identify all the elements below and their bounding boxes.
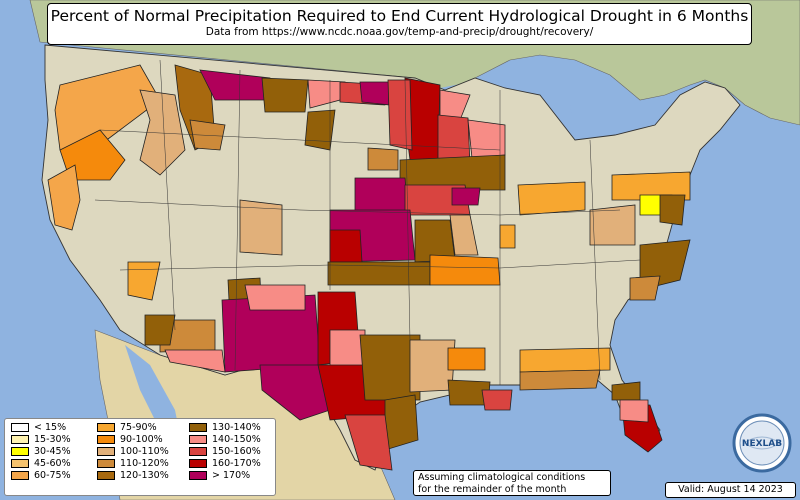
region-nd-east xyxy=(359,81,393,106)
legend-label: 140-150% xyxy=(212,434,261,445)
legend-item: 100-110% xyxy=(97,446,169,458)
legend-swatch xyxy=(11,459,29,468)
region-south-texas xyxy=(344,414,393,471)
legend-swatch xyxy=(97,423,115,432)
legend-item: 130-140% xyxy=(189,422,261,434)
state-lines xyxy=(94,59,641,385)
note-line-2: for the remainder of the month xyxy=(418,484,567,495)
legend-label: 90-100% xyxy=(120,434,163,445)
region-pennsylvania xyxy=(611,171,691,201)
legend-label: 60-75% xyxy=(34,470,71,481)
legend-label: > 170% xyxy=(212,470,251,481)
legend-item: 120-130% xyxy=(97,470,169,482)
legend-item: 60-75% xyxy=(11,470,71,482)
assumption-note: Assuming climatological conditions for t… xyxy=(413,470,611,496)
region-south-dakota xyxy=(304,109,336,151)
region-eastern-montana xyxy=(261,77,309,113)
legend-swatch xyxy=(97,471,115,480)
legend-item: 90-100% xyxy=(97,434,169,446)
region-nm-north xyxy=(244,284,306,311)
region-arkansas-north xyxy=(429,254,501,286)
legend-swatch xyxy=(97,459,115,468)
region-illinois-south xyxy=(449,214,479,256)
region-louisiana-coast xyxy=(481,389,513,411)
region-california-coast xyxy=(47,164,81,231)
legend-item: 110-120% xyxy=(97,458,169,470)
legend-label: 160-170% xyxy=(212,458,261,469)
legend-label: 110-120% xyxy=(120,458,169,469)
legend-item: 160-170% xyxy=(189,458,261,470)
drought-regions xyxy=(47,64,691,471)
title-box: Percent of Normal Precipitation Required… xyxy=(47,3,752,45)
region-indiana-strip xyxy=(499,224,516,249)
region-colorado-east xyxy=(239,199,283,256)
region-ohio-valley xyxy=(517,181,586,216)
legend-swatch xyxy=(189,447,207,456)
region-west-texas xyxy=(259,364,331,421)
legend-label: 150-160% xyxy=(212,446,261,457)
legend: < 15% 15-30% 30-45% 45-60% 60-75% 75-90%… xyxy=(4,418,276,496)
legend-column-3: 130-140% 140-150% 150-160% 160-170% > 17… xyxy=(189,422,261,482)
region-iowa-east xyxy=(451,187,481,206)
region-nebraska xyxy=(354,177,409,216)
legend-label: 45-60% xyxy=(34,458,71,469)
legend-swatch xyxy=(11,423,29,432)
logo-text: NEXLAB xyxy=(742,439,782,449)
map-title: Percent of Normal Precipitation Required… xyxy=(50,7,749,25)
region-minnesota-west xyxy=(387,79,413,151)
legend-column-2: 75-90% 90-100% 100-110% 110-120% 120-130… xyxy=(97,422,169,482)
legend-swatch xyxy=(189,471,207,480)
legend-item: > 170% xyxy=(189,470,261,482)
legend-item: 140-150% xyxy=(189,434,261,446)
note-line-1: Assuming climatological conditions xyxy=(418,472,586,483)
legend-item: 15-30% xyxy=(11,434,71,446)
region-virginia-west xyxy=(589,204,636,246)
valid-date: Valid: August 14 2023 xyxy=(665,482,796,498)
legend-swatch xyxy=(11,435,29,444)
legend-label: 100-110% xyxy=(120,446,169,457)
legend-item: 30-45% xyxy=(11,446,71,458)
region-arizona-south xyxy=(144,314,176,346)
legend-swatch xyxy=(11,447,29,456)
legend-item: < 15% xyxy=(11,422,71,434)
legend-label: 30-45% xyxy=(34,446,71,457)
region-mississippi xyxy=(447,347,486,371)
region-chesapeake xyxy=(659,194,686,226)
region-kansas-west xyxy=(329,229,363,263)
legend-label: 120-130% xyxy=(120,470,169,481)
legend-item: 150-160% xyxy=(189,446,261,458)
nexlab-logo: NEXLAB xyxy=(732,413,792,473)
region-wisconsin-east xyxy=(467,119,506,159)
region-south-carolina xyxy=(629,275,661,301)
legend-swatch xyxy=(189,435,207,444)
legend-swatch xyxy=(189,423,207,432)
region-east-texas xyxy=(359,334,421,401)
legend-item: 45-60% xyxy=(11,458,71,470)
region-nebraska-sandhills xyxy=(367,147,399,171)
map-subtitle: Data from https://www.ncdc.noaa.gov/temp… xyxy=(205,26,594,38)
legend-label: 75-90% xyxy=(120,422,157,433)
region-oregon-east xyxy=(139,89,186,176)
region-florida-west xyxy=(619,399,649,423)
region-florida-panhandle xyxy=(611,381,641,401)
legend-label: 15-30% xyxy=(34,434,71,445)
legend-item: 75-90% xyxy=(97,422,169,434)
region-alabama-coast xyxy=(519,369,601,391)
legend-swatch xyxy=(97,435,115,444)
legend-swatch xyxy=(97,447,115,456)
region-gulf-coast xyxy=(519,347,611,373)
region-idaho-se xyxy=(189,119,226,151)
legend-column-1: < 15% 15-30% 30-45% 45-60% 60-75% xyxy=(11,422,71,482)
region-texas-coast xyxy=(384,394,419,451)
legend-label: < 15% xyxy=(34,422,67,433)
region-nevada-south xyxy=(127,261,161,301)
legend-swatch xyxy=(11,471,29,480)
legend-label: 130-140% xyxy=(212,422,261,433)
legend-swatch xyxy=(189,459,207,468)
